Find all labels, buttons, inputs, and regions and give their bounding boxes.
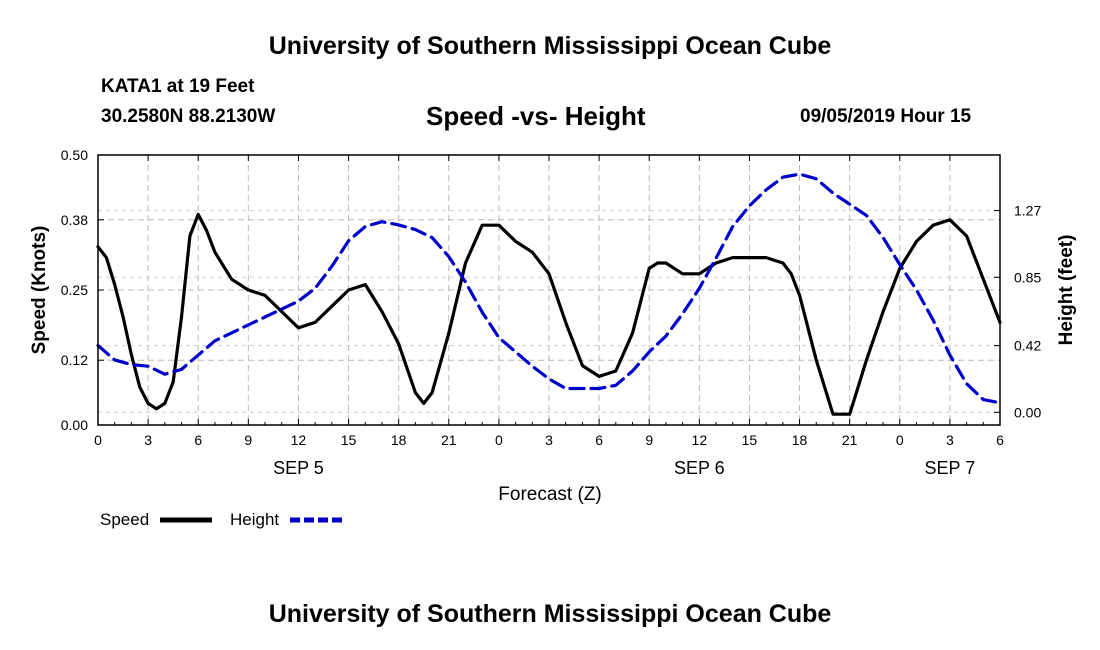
timestamp-label: 09/05/2019 Hour 15 (800, 106, 972, 127)
legend: Speed Height (100, 510, 343, 529)
legend-speed-label: Speed (100, 510, 149, 529)
speed-series-line (96, 212, 1002, 416)
x-tick-label: 3 (144, 432, 152, 448)
y-tick-label-left: 0.50 (61, 147, 88, 163)
y-axis-label-right: Height (feet) (1056, 235, 1077, 346)
y-tick-label-right: 0.85 (1014, 269, 1041, 285)
y-tick-label-right: 0.00 (1014, 404, 1041, 420)
y-tick-label-right: 1.27 (1014, 203, 1041, 219)
plot-title: Speed -vs- Height (426, 101, 646, 131)
coordinates-label: 30.2580N 88.2130W (101, 106, 276, 127)
axis-layer: 0 3 6 9 12 15 18 21 0 3 6 9 12 15 18 21 0 3 6 SEP 5 SEP 6 SEP… (61, 147, 1042, 478)
date-label: SEP 5 (273, 458, 324, 478)
x-tick-label: 3 (946, 432, 954, 448)
x-tick-label: 15 (341, 432, 357, 448)
x-tick-label: 0 (94, 432, 102, 448)
x-tick-label: 12 (291, 432, 307, 448)
legend-height-label: Height (230, 510, 279, 529)
y-tick-label-left: 0.12 (61, 352, 88, 368)
x-tick-label: 6 (996, 432, 1004, 448)
x-tick-label: 0 (896, 432, 904, 448)
date-label: SEP 6 (674, 458, 725, 478)
x-tick-label: 9 (244, 432, 252, 448)
footer-title: University of Southern Mississippi Ocean… (268, 600, 832, 628)
x-tick-label: 3 (545, 432, 553, 448)
y-tick-label-left: 0.38 (61, 212, 88, 228)
x-tick-label: 6 (595, 432, 603, 448)
station-label: KATA1 at 19 Feet (101, 76, 255, 97)
x-tick-label: 6 (194, 432, 202, 448)
x-tick-label: 21 (842, 432, 858, 448)
series-layer (96, 172, 1002, 416)
x-axis-label: Forecast (Z) (498, 484, 601, 505)
y-axis-label-left: Speed (Knots) (29, 226, 50, 355)
page-title: University of Southern Mississippi Ocean… (268, 32, 832, 60)
grid-layer (98, 155, 1000, 425)
y-tick-label-left: 0.25 (61, 282, 88, 298)
x-tick-label: 12 (692, 432, 708, 448)
x-tick-label: 0 (495, 432, 503, 448)
date-label: SEP 7 (925, 458, 976, 478)
y-tick-label-right: 0.42 (1014, 338, 1041, 354)
x-tick-label: 18 (391, 432, 407, 448)
x-tick-label: 18 (792, 432, 808, 448)
x-tick-label: 21 (441, 432, 457, 448)
x-tick-label: 15 (742, 432, 758, 448)
y-tick-label-left: 0.00 (61, 417, 88, 433)
x-tick-label: 9 (645, 432, 653, 448)
height-series-line (96, 172, 1002, 405)
